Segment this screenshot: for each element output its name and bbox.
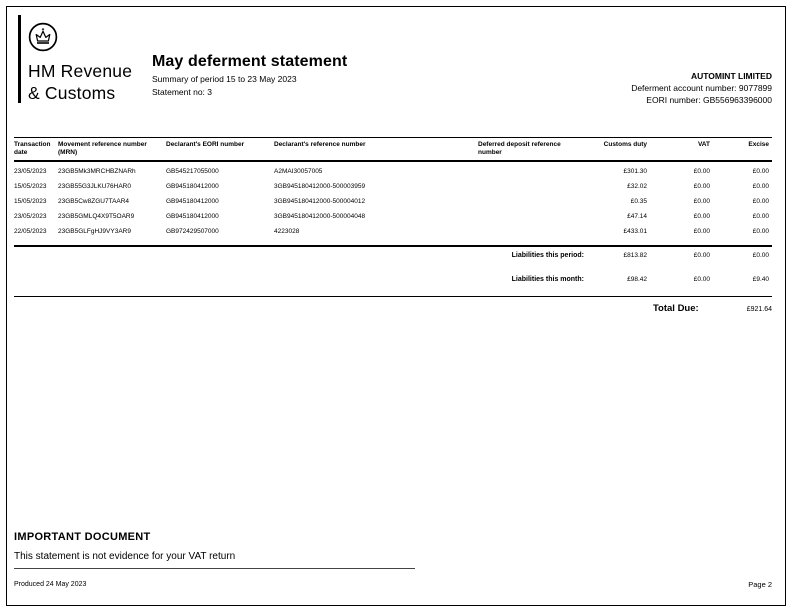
cell-mrn: 23GB5GLFgHJ9VY3AR9 <box>58 228 131 235</box>
cell-excise: £0.00 <box>752 213 769 220</box>
hmrc-wordmark: HM Revenue & Customs <box>28 60 132 104</box>
cell-vat: £0.00 <box>693 228 710 235</box>
col-header-transaction-date: Transaction date <box>14 141 51 156</box>
vat-return-note: This statement is not evidence for your … <box>14 551 236 562</box>
table-body: 23/05/2023 23GB5Mk3MRCHBZNARh GB54521705… <box>14 162 772 243</box>
cell-declarant-ref: 3GB945180412000-500004012 <box>274 198 366 205</box>
account-block: AUTOMINT LIMITED Deferment account numbe… <box>631 70 772 106</box>
cell-mrn: 23GB55G3JLKU76HAR0 <box>58 183 131 190</box>
cell-transaction-date: 15/05/2023 <box>14 198 47 205</box>
hmrc-brand-bar <box>18 15 21 103</box>
liabilities-period-excise: £0.00 <box>752 252 769 259</box>
cell-vat: £0.00 <box>693 198 710 205</box>
cell-transaction-date: 15/05/2023 <box>14 183 47 190</box>
cell-transaction-date: 23/05/2023 <box>14 168 47 175</box>
col-header-vat: VAT <box>697 141 710 148</box>
col-header-declarant-ref: Declarant's reference number <box>274 141 366 148</box>
table-row: 22/05/2023 23GB5GLFgHJ9VY3AR9 GB97242950… <box>14 228 772 243</box>
cell-customs-duty: £301.30 <box>623 168 648 175</box>
cell-declarant-eori: GB972429507000 <box>166 228 219 235</box>
table-row: 23/05/2023 23GB5Mk3MRCHBZNARh GB54521705… <box>14 168 772 183</box>
liabilities-month-row: Liabilities this month: £98.42 £0.00 £9.… <box>14 271 772 295</box>
produced-date: Produced 24 May 2023 <box>14 581 87 588</box>
cell-vat: £0.00 <box>693 168 710 175</box>
liabilities-month-vat: £0.00 <box>693 276 710 283</box>
cell-declarant-ref: 3GB945180412000-500003959 <box>274 183 366 190</box>
table-row: 15/05/2023 23GB55G3JLKU76HAR0 GB94518041… <box>14 183 772 198</box>
col-header-excise: Excise <box>748 141 769 148</box>
page-border <box>6 6 786 606</box>
cell-vat: £0.00 <box>693 183 710 190</box>
important-document-heading: IMPORTANT DOCUMENT <box>14 531 151 543</box>
hmrc-crown-logo-icon <box>28 22 58 52</box>
col-header-mrn: Movement reference number (MRN) <box>58 141 147 156</box>
table-header-row: Transaction date Movement reference numb… <box>14 137 772 162</box>
cell-transaction-date: 22/05/2023 <box>14 228 47 235</box>
eori-number: EORI number: GB556963396000 <box>646 95 772 105</box>
cell-declarant-eori: GB945180412000 <box>166 183 219 190</box>
table-row: 23/05/2023 23GB5GMLQ4X9T5OAR9 GB94518041… <box>14 213 772 228</box>
total-due-value: £921.64 <box>746 306 772 313</box>
cell-excise: £0.00 <box>752 198 769 205</box>
total-divider <box>14 296 772 297</box>
footer-rule <box>14 568 415 569</box>
cell-declarant-ref: 3GB945180412000-500004048 <box>274 213 366 220</box>
title-block: May deferment statement Summary of perio… <box>152 53 347 97</box>
liabilities-month-customs: £98.42 <box>627 276 647 283</box>
liabilities-period-label: Liabilities this period: <box>511 252 584 259</box>
liabilities-month-label: Liabilities this month: <box>511 276 584 283</box>
total-due-label: Total Due: <box>652 303 699 314</box>
deferment-table: Transaction date Movement reference numb… <box>14 137 772 314</box>
col-header-customs-duty: Customs duty <box>603 141 647 148</box>
cell-excise: £0.00 <box>752 228 769 235</box>
col-header-deferred-deposit: Deferred deposit reference number <box>478 141 561 156</box>
cell-customs-duty: £0.35 <box>630 198 647 205</box>
table-row: 15/05/2023 23GB5Cw8ZGU7TAAR4 GB945180412… <box>14 198 772 213</box>
page-number: Page 2 <box>748 580 772 589</box>
deferment-account-number: Deferment account number: 9077899 <box>631 83 772 93</box>
liabilities-month-excise: £9.40 <box>752 276 769 283</box>
statement-number: Statement no: 3 <box>152 87 213 97</box>
cell-declarant-eori: GB945180412000 <box>166 198 219 205</box>
cell-mrn: 23GB5Mk3MRCHBZNARh <box>58 168 136 175</box>
cell-transaction-date: 23/05/2023 <box>14 213 47 220</box>
hmrc-wordmark-line2: & Customs <box>28 83 116 103</box>
company-name: AUTOMINT LIMITED <box>690 71 772 81</box>
cell-customs-duty: £433.01 <box>623 228 648 235</box>
cell-customs-duty: £32.02 <box>627 183 647 190</box>
cell-declarant-ref: 4223028 <box>274 228 300 235</box>
liabilities-period-customs: £813.82 <box>623 252 648 259</box>
col-header-declarant-eori: Declarant's EORI number <box>166 141 245 148</box>
cell-declarant-ref: A2MAI30057005 <box>274 168 323 175</box>
cell-customs-duty: £47.14 <box>627 213 647 220</box>
cell-declarant-eori: GB545217055000 <box>166 168 219 175</box>
cell-mrn: 23GB5GMLQ4X9T5OAR9 <box>58 213 135 220</box>
hmrc-wordmark-line1: HM Revenue <box>28 61 133 81</box>
cell-mrn: 23GB5Cw8ZGU7TAAR4 <box>58 198 130 205</box>
total-due-row: Total Due: £921.64 <box>14 303 772 314</box>
liabilities-period-row: Liabilities this period: £813.82 £0.00 £… <box>14 247 772 271</box>
cell-vat: £0.00 <box>693 213 710 220</box>
cell-declarant-eori: GB945180412000 <box>166 213 219 220</box>
liabilities-period-vat: £0.00 <box>693 252 710 259</box>
page-title: May deferment statement <box>152 53 348 70</box>
liabilities-divider <box>14 245 772 247</box>
cell-excise: £0.00 <box>752 183 769 190</box>
cell-excise: £0.00 <box>752 168 769 175</box>
statement-period: Summary of period 15 to 23 May 2023 <box>152 74 297 84</box>
